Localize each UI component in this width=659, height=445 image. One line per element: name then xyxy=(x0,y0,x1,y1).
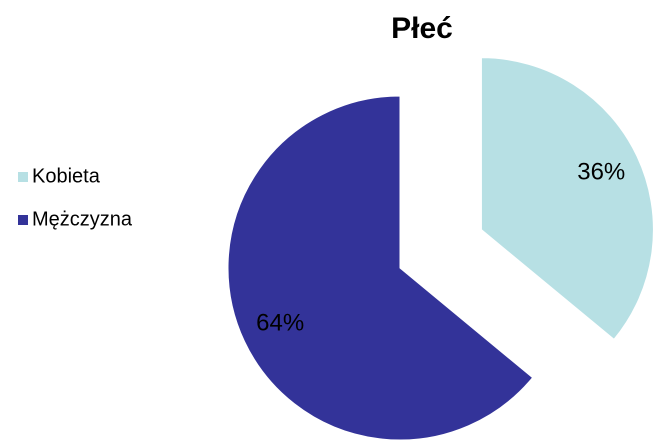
chart-title: Płeć xyxy=(391,12,453,45)
legend-label: Kobieta xyxy=(32,165,101,187)
pie-slice xyxy=(480,57,654,341)
value-label: 36% xyxy=(577,159,625,186)
legend-swatch xyxy=(18,215,28,225)
legend-swatch xyxy=(18,172,28,182)
legend-label: Mężczyzna xyxy=(32,208,133,230)
pie-slice xyxy=(227,95,534,441)
value-label: 64% xyxy=(256,310,304,337)
